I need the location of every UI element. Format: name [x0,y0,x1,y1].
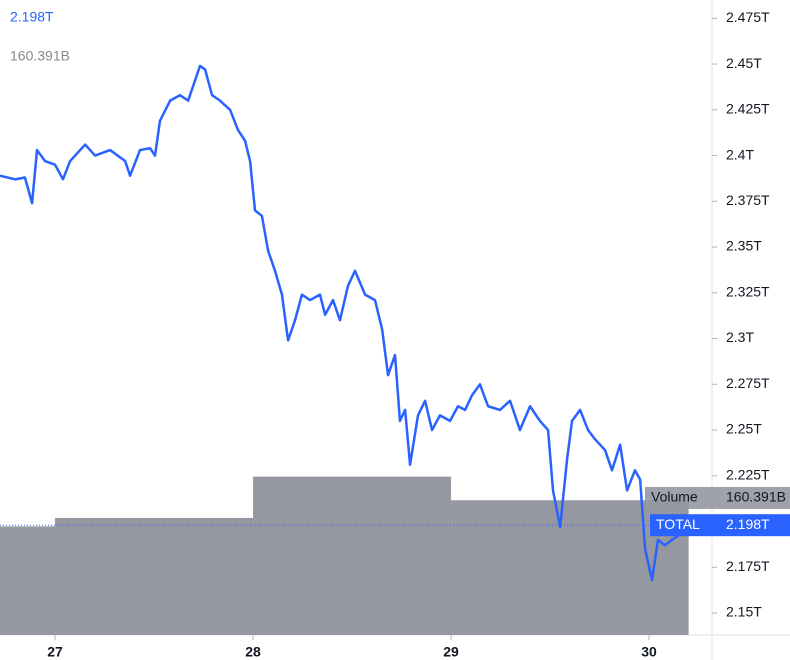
y-tick-label: 2.275T [726,375,770,391]
badge-name: Volume [651,489,698,505]
badge [645,486,790,509]
y-tick-label: 2.375T [726,192,770,208]
y-tick-label: 2.15T [726,604,762,620]
y-tick-label: 2.35T [726,238,762,254]
y-tick-label: 2.3T [726,329,754,345]
x-tick-label: 27 [47,644,63,660]
volume-bar [253,476,452,635]
x-tick-label: 29 [443,644,459,660]
y-tick-label: 2.425T [726,101,770,117]
y-tick-label: 2.175T [726,558,770,574]
volume-bar [55,517,254,635]
x-tick-label: 28 [245,644,261,660]
y-tick-label: 2.45T [726,55,762,71]
x-tick-label: 30 [641,644,657,660]
volume-bar [0,526,56,635]
badge [650,514,790,537]
y-tick-label: 2.325T [726,283,770,299]
plot [0,64,712,635]
y-tick-label: 2.225T [726,466,770,482]
badge-name: TOTAL [656,516,700,532]
legend-value: 2.198T [10,9,54,25]
badge-value: 160.391B [726,489,786,505]
volume-bar [451,500,650,635]
legend-value: 160.391B [10,48,70,64]
y-tick-label: 2.475T [726,9,770,25]
y-tick-label: 2.25T [726,421,762,437]
badge-value: 2.198T [726,516,770,532]
price-line [0,64,688,582]
y-tick-label: 2.4T [726,146,754,162]
